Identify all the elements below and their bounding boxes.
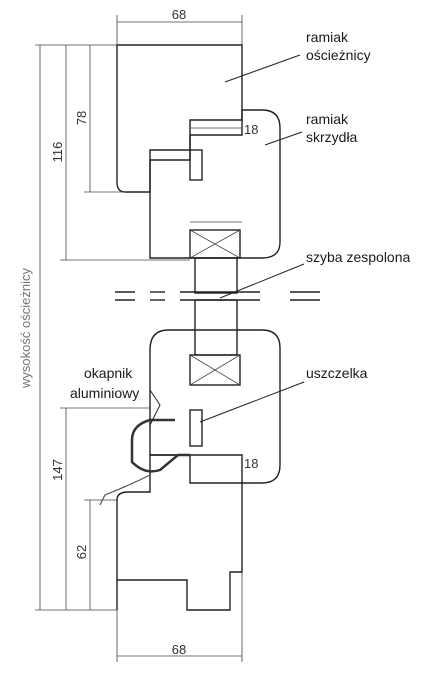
dim-18-top-text: 18	[244, 122, 258, 137]
glass-bead-bottom	[189, 354, 241, 386]
gasket-top	[189, 149, 203, 181]
label-ramiak-skrzydla: ramiak skrzydła	[264, 111, 358, 146]
label-okapnik-line2: aluminiowy	[70, 385, 139, 401]
dim-147-text: 147	[50, 459, 65, 481]
label-okapnik: okapnik aluminiowy	[70, 365, 161, 426]
label-szyba-zespolona-text: szyba zespolona	[306, 249, 411, 265]
sash-bottom-profile	[149, 329, 281, 484]
frame-bottom-profile	[116, 454, 243, 611]
dim-bottom-width: 68	[116, 572, 243, 662]
dim-top-width-text: 68	[172, 7, 186, 22]
glass-bottom	[194, 299, 238, 356]
label-okapnik-line1: okapnik	[84, 365, 133, 381]
gasket-bottom	[189, 409, 203, 447]
label-ramiak-skrzydla-line2: skrzydła	[306, 129, 358, 145]
dim-bottom-width-text: 68	[172, 642, 186, 657]
label-uszczelka: uszczelka	[199, 365, 368, 423]
dim-62-text: 62	[74, 545, 89, 559]
label-ramiak-oscieznicy-line1: ramiak	[306, 29, 349, 45]
frame-height-label: wysokość ościeżnicy	[18, 268, 33, 389]
aluminium-drip	[130, 418, 190, 473]
label-szyba-zespolona: szyba zespolona	[219, 249, 411, 299]
glass-top	[194, 257, 238, 294]
dim-18-bottom-text: 18	[244, 456, 258, 471]
dim-78-text: 78	[74, 111, 89, 125]
label-ramiak-oscieznicy-line2: ościeżnicy	[306, 47, 371, 63]
sash-top-profile	[149, 109, 281, 259]
dim-top-width: 68	[116, 7, 243, 45]
dim-116-text: 116	[50, 142, 65, 163]
frame-top-profile	[116, 44, 243, 193]
label-ramiak-skrzydla-line1: ramiak	[306, 111, 349, 127]
label-uszczelka-text: uszczelka	[306, 365, 368, 381]
label-ramiak-oscieznicy: ramiak ościeżnicy	[224, 29, 371, 83]
